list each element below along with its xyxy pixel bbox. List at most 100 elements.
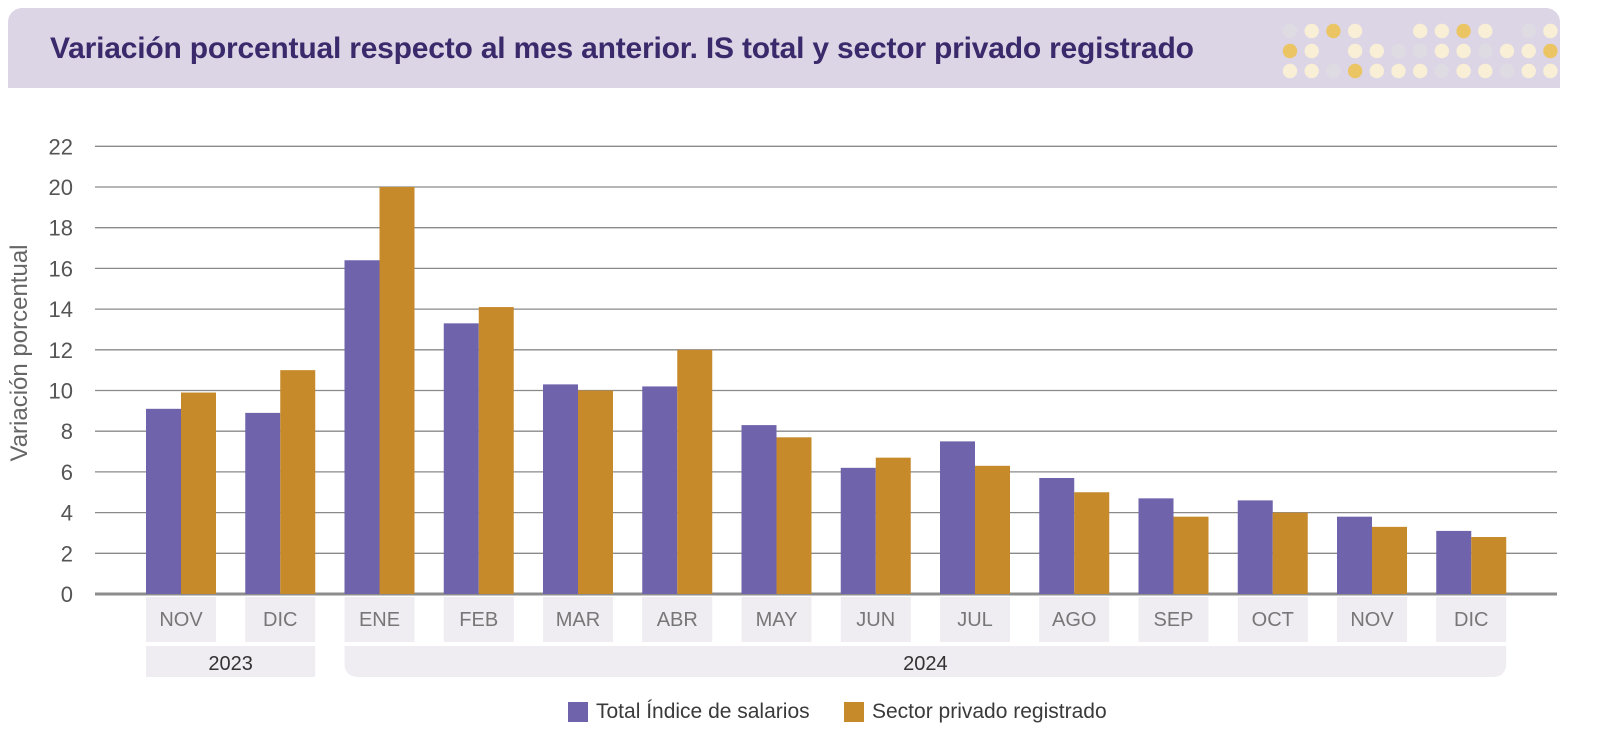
x-tick-label: DIC [1454, 609, 1488, 631]
y-tick-label: 16 [49, 256, 73, 281]
bar-total-ago [1039, 478, 1075, 594]
bar-privado-sep [1173, 516, 1209, 594]
x-label-box [741, 597, 812, 642]
bar-total-ene [344, 260, 380, 594]
x-tick-label: NOV [1350, 609, 1394, 631]
x-tick-label: SEP [1153, 609, 1193, 631]
y-tick-label: 8 [61, 419, 73, 444]
bar-total-sep [1138, 498, 1174, 594]
decorative-dot [1478, 43, 1493, 59]
x-label-box [1337, 597, 1407, 642]
year-groups: 2023 2024 [146, 646, 1507, 677]
y-axis-label: Variación porcentual [6, 244, 33, 461]
bar-privado-jun [875, 457, 911, 594]
bars [146, 187, 1507, 594]
decorative-dot [1521, 23, 1536, 39]
bar-privado-ene [379, 187, 415, 594]
decorative-dot [1499, 63, 1515, 79]
bar-privado-oct [1272, 512, 1308, 594]
x-label-box [940, 597, 1010, 642]
chart-title: Variación porcentual respecto al mes ant… [50, 32, 1194, 65]
legend-item-privado: Sector privado registrado [844, 700, 1107, 724]
year-band-2024 [344, 646, 1507, 677]
decorative-dot [1282, 23, 1298, 39]
bar-privado-may [776, 437, 812, 594]
decorative-dot [1413, 23, 1428, 39]
decorative-dot [1326, 63, 1341, 79]
decorative-dot [1456, 43, 1471, 59]
decorative-dot [1456, 23, 1471, 39]
y-tick-label: 0 [61, 582, 73, 607]
x-label-box [245, 597, 316, 642]
x-tick-label: DIC [263, 609, 297, 631]
x-tick-label: NOV [159, 609, 203, 631]
y-tick-label: 20 [49, 175, 73, 200]
decorative-dot [1543, 43, 1558, 59]
bar-total-dic [245, 412, 281, 594]
y-tick-label: 2 [61, 541, 73, 566]
bar-total-jul [940, 441, 975, 594]
x-label-box [1039, 597, 1110, 642]
decorative-dot [1304, 23, 1319, 39]
legend: Total Índice de salarios Sector privado … [0, 700, 1600, 728]
bar-privado-mar [578, 390, 613, 594]
decorative-dot [1413, 63, 1428, 79]
decorative-dot [1434, 43, 1450, 59]
x-label-box [642, 597, 713, 642]
y-tick-label: 6 [61, 460, 73, 485]
x-tick-label: FEB [459, 609, 498, 631]
bar-total-may [741, 425, 777, 594]
decorative-dot [1456, 63, 1471, 79]
bar-privado-dic [280, 370, 316, 594]
y-tick-label: 12 [49, 338, 73, 363]
decorative-dot [1282, 63, 1298, 79]
x-label-box [1436, 597, 1507, 642]
y-tick-label: 22 [49, 134, 73, 159]
x-tick-label: MAY [756, 609, 798, 631]
bar-privado-nov [1372, 526, 1407, 594]
y-tick-label: 10 [49, 379, 73, 404]
bar-privado-abr [677, 349, 713, 594]
x-label-box [1138, 597, 1209, 642]
decorative-dot [1282, 43, 1298, 59]
decorative-dot [1347, 63, 1363, 79]
bar-total-mar [543, 384, 578, 594]
bar-total-jun [840, 467, 876, 594]
decorative-dot [1543, 23, 1558, 39]
x-axis-labels: NOV DIC ENE FEB MAR ABR MAY JUN JUL AGO SEP OCT NOV D… [146, 597, 1507, 642]
bar-privado-feb [478, 307, 514, 594]
x-tick-label: MAR [556, 609, 600, 631]
year-label: 2024 [903, 653, 948, 675]
decorative-dot [1521, 43, 1536, 59]
x-label-box [146, 597, 216, 642]
x-label-box [443, 597, 514, 642]
title-banner: Variación porcentual respecto al mes ant… [8, 8, 1560, 88]
x-label-box [344, 597, 415, 642]
decorative-dot [1521, 63, 1536, 79]
x-label-box [840, 597, 911, 642]
bar-privado-nov [181, 392, 216, 594]
bar-total-nov [1337, 516, 1372, 594]
legend-label-total: Total Índice de salarios [596, 700, 810, 723]
x-tick-label: AGO [1052, 609, 1096, 631]
bar-total-feb [443, 323, 479, 594]
decorative-dot [1413, 43, 1428, 59]
x-label-box [1237, 597, 1308, 642]
bar-total-nov [146, 408, 181, 594]
x-tick-label: JUN [856, 609, 895, 631]
decorative-dot [1478, 63, 1493, 79]
decorative-dot [1391, 43, 1406, 59]
decorative-dot [1543, 63, 1558, 79]
y-tick-label: 18 [49, 216, 73, 241]
y-tick-label: 4 [61, 501, 73, 526]
x-tick-label: JUL [957, 609, 993, 631]
decorative-dot [1369, 43, 1385, 59]
grid-lines [95, 145, 1557, 596]
decorative-dot [1326, 23, 1341, 39]
x-tick-label: OCT [1252, 609, 1294, 631]
decorative-dot [1347, 23, 1363, 39]
legend-label-privado: Sector privado registrado [872, 700, 1107, 723]
bar-total-oct [1237, 500, 1273, 594]
decorative-dot [1499, 43, 1515, 59]
